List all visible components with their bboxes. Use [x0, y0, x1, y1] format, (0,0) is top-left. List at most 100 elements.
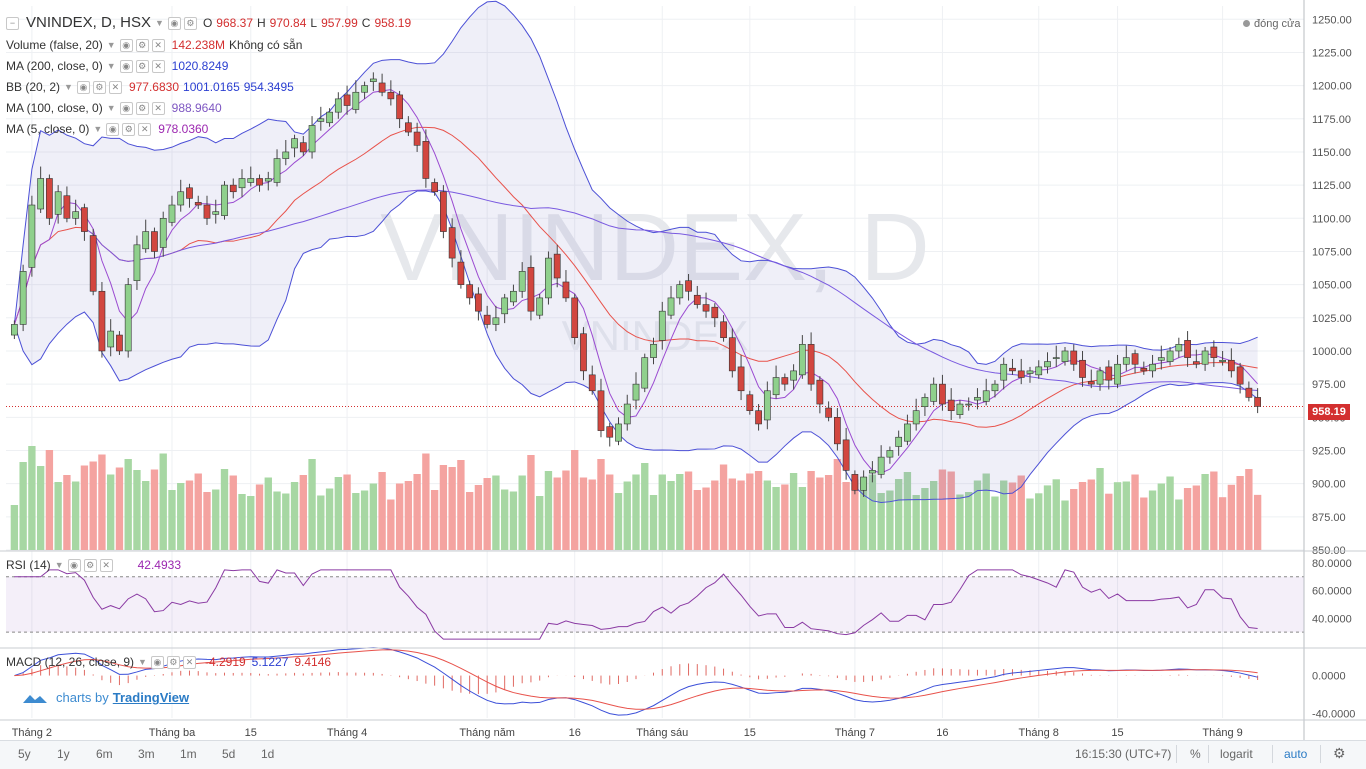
- x-tick-label: Tháng 8: [1019, 727, 1059, 739]
- candle-body: [1131, 353, 1139, 365]
- eye-icon[interactable]: ◉: [119, 101, 133, 115]
- candle-body: [28, 204, 36, 268]
- bb-name[interactable]: BB (20, 2): [6, 80, 61, 94]
- range-1y[interactable]: 1y: [57, 747, 70, 761]
- candle-body: [790, 370, 797, 381]
- close-icon[interactable]: ✕: [138, 122, 152, 136]
- eye-icon[interactable]: ◉: [119, 59, 133, 73]
- volume-bar: [1201, 474, 1209, 550]
- log-toggle[interactable]: logarit: [1220, 747, 1253, 761]
- close-icon[interactable]: ✕: [151, 101, 165, 115]
- ma200-name[interactable]: MA (200, close, 0): [6, 59, 103, 73]
- volume-bar: [623, 481, 631, 550]
- gear-icon[interactable]: ⚙: [166, 655, 180, 669]
- eye-icon[interactable]: ◉: [150, 655, 164, 669]
- chevron-down-icon[interactable]: ▼: [138, 657, 147, 667]
- ma5-value: 978.0360: [158, 122, 209, 136]
- volume-bar: [430, 490, 439, 550]
- range-5d[interactable]: 5d: [222, 747, 236, 761]
- volume-bar: [1008, 482, 1017, 550]
- percent-toggle[interactable]: %: [1190, 747, 1201, 761]
- y-tick-label: 1225.00: [1312, 47, 1352, 59]
- auto-toggle[interactable]: auto: [1284, 747, 1308, 761]
- gear-icon[interactable]: ⚙: [1333, 745, 1346, 761]
- dot-icon: [1243, 20, 1250, 27]
- eye-icon[interactable]: ◉: [76, 80, 90, 94]
- rsi-name[interactable]: RSI (14): [6, 558, 51, 572]
- gear-icon[interactable]: ⚙: [183, 16, 197, 30]
- candle-body: [632, 383, 640, 401]
- volume-bar: [886, 490, 894, 550]
- gear-icon[interactable]: ⚙: [83, 558, 97, 572]
- volume-bar: [991, 496, 999, 550]
- collapse-icon[interactable]: −: [6, 16, 19, 30]
- candle-body: [947, 399, 955, 411]
- chevron-down-icon[interactable]: ▼: [64, 82, 73, 92]
- candle-body: [510, 290, 517, 303]
- ma5-name[interactable]: MA (5, close, 0): [6, 122, 90, 136]
- range-5y[interactable]: 5y: [18, 747, 31, 761]
- close-icon[interactable]: ✕: [99, 558, 113, 572]
- macd-name[interactable]: MACD (12, 26, close, 9): [6, 655, 135, 669]
- tradingview-logo[interactable]: charts by TradingView: [22, 690, 189, 705]
- close-icon[interactable]: ✕: [108, 80, 122, 94]
- chevron-down-icon[interactable]: ▼: [106, 61, 116, 71]
- range-3m[interactable]: 3m: [138, 747, 155, 761]
- volume-bar: [422, 453, 430, 550]
- volume-bar: [124, 459, 132, 550]
- volume-bar: [1105, 493, 1113, 550]
- candle-body: [991, 383, 999, 392]
- candle-body: [904, 423, 911, 442]
- chevron-down-icon[interactable]: ▼: [54, 560, 64, 570]
- volume-bar: [754, 471, 763, 550]
- eye-icon[interactable]: ◉: [167, 16, 181, 30]
- chevron-down-icon[interactable]: ▼: [93, 124, 103, 134]
- candle-body: [658, 310, 666, 341]
- volume-bar: [597, 459, 605, 550]
- close-icon[interactable]: ✕: [151, 38, 165, 52]
- macd-line: [14, 647, 1258, 716]
- eye-icon[interactable]: ◉: [67, 558, 81, 572]
- close-icon[interactable]: ✕: [151, 59, 165, 73]
- volume-bar: [649, 495, 658, 550]
- eye-icon[interactable]: ◉: [119, 38, 133, 52]
- candle-body: [1157, 357, 1165, 361]
- candle-body: [1070, 350, 1078, 365]
- candle-body: [1227, 359, 1235, 372]
- gear-icon[interactable]: ⚙: [92, 80, 106, 94]
- volume-bar: [912, 495, 920, 550]
- chevron-down-icon[interactable]: ▼: [155, 18, 164, 28]
- volume-bar: [1236, 476, 1244, 550]
- candle-body: [1166, 350, 1174, 362]
- gear-icon[interactable]: ⚙: [122, 122, 136, 136]
- gear-icon[interactable]: ⚙: [135, 101, 149, 115]
- candle-body: [194, 202, 202, 206]
- range-6m[interactable]: 6m: [96, 747, 113, 761]
- logo-brand[interactable]: TradingView: [112, 690, 190, 705]
- candle-body: [1175, 344, 1183, 352]
- candle-body: [912, 410, 920, 425]
- closing-label: đóng cửa: [1254, 18, 1301, 30]
- x-tick-label: Tháng năm: [459, 727, 515, 739]
- symbol-title[interactable]: VNINDEX, D, HSX: [26, 14, 152, 31]
- volume-bar: [159, 453, 167, 550]
- chevron-down-icon[interactable]: ▼: [106, 40, 116, 50]
- volume-bar: [19, 462, 27, 550]
- volume-bar: [80, 465, 89, 550]
- candle-body: [711, 306, 719, 319]
- volume-bar: [737, 480, 745, 550]
- ma100-name[interactable]: MA (100, close, 0): [6, 101, 103, 115]
- candle-body: [378, 82, 386, 93]
- volume-bar: [614, 493, 623, 550]
- eye-icon[interactable]: ◉: [106, 122, 120, 136]
- range-1d[interactable]: 1d: [261, 747, 275, 761]
- chevron-down-icon[interactable]: ▼: [106, 103, 116, 113]
- candle-body: [798, 344, 806, 376]
- gear-icon[interactable]: ⚙: [135, 38, 149, 52]
- close-icon[interactable]: ✕: [182, 655, 196, 669]
- range-1m[interactable]: 1m: [180, 747, 197, 761]
- candle-body: [1009, 367, 1016, 372]
- gear-icon[interactable]: ⚙: [135, 59, 149, 73]
- volume-name[interactable]: Volume (false, 20): [6, 38, 103, 52]
